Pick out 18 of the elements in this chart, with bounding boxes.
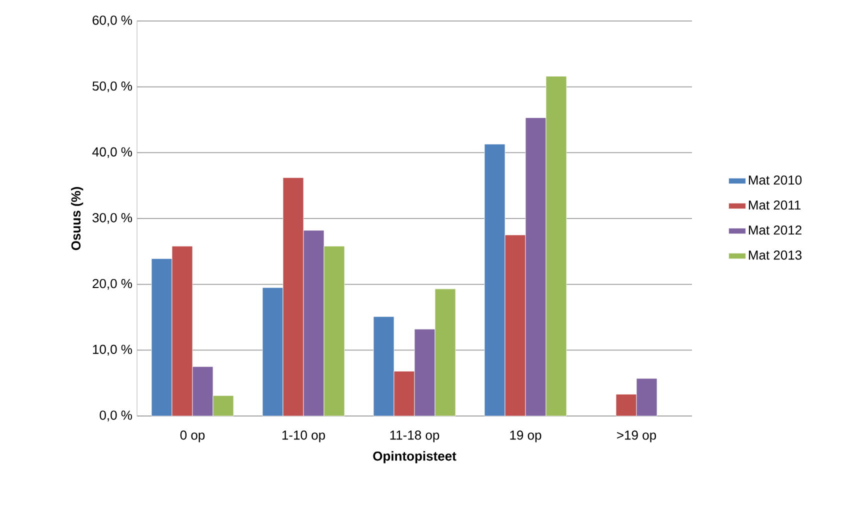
y-tick-label: 0,0 % <box>100 410 132 422</box>
x-tick-label: 19 op <box>510 430 542 442</box>
y-tick-label: 20,0 % <box>92 278 132 290</box>
y-tick-label: 40,0 % <box>92 147 132 158</box>
x-tick-label: 1-10 op <box>282 430 325 442</box>
x-axis-title: Opintopisteet <box>373 451 456 464</box>
y-tick-label: 60,0 % <box>92 16 132 26</box>
y-tick-label: 50,0 % <box>92 81 132 92</box>
y-axis-title: Osuus (%) <box>71 187 84 250</box>
legend-label: Mat 2013 <box>748 250 802 260</box>
legend-label: Mat 2011 <box>748 200 800 210</box>
legend-label: Mat 2012 <box>748 225 802 235</box>
y-tick-label: 10,0 % <box>92 344 132 356</box>
x-tick-label: >19 op <box>617 430 656 442</box>
x-tick-label: 0 op <box>180 430 205 442</box>
x-tick-label: 11-18 op <box>390 430 440 442</box>
legend-label: Mat 2010 <box>748 175 802 185</box>
y-tick-label: 30,0 % <box>92 213 132 224</box>
